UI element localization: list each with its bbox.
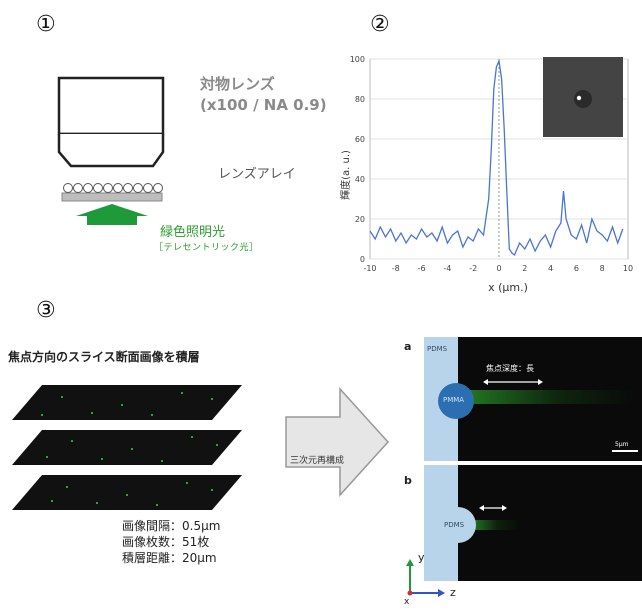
- x-tick-label: 0: [496, 264, 501, 273]
- axis-x-label: x: [404, 597, 410, 607]
- objective-lens-body: [57, 76, 165, 136]
- focal-streak-a: [464, 390, 634, 404]
- focus-depth-arrow-long: [483, 379, 543, 385]
- y-tick-label: 20: [355, 215, 365, 224]
- focus-depth-arrow-short: [479, 505, 507, 511]
- panel-b-image: PDMS: [424, 465, 642, 581]
- y-tick-label: 100: [350, 55, 365, 64]
- x-tick-label: 8: [600, 264, 605, 273]
- axis-z-label: z: [450, 586, 456, 599]
- pdms-label-a: PDMS: [427, 345, 448, 353]
- y-tick-label: 80: [355, 95, 365, 104]
- slice-image-2: [12, 430, 242, 465]
- reconstruction-label: 三次元再構成: [290, 456, 345, 466]
- lens-array: [61, 183, 163, 202]
- axis-y-label: y: [418, 551, 425, 564]
- y-tick-label: 40: [355, 175, 365, 184]
- objective-label-line2: (x100 / NA 0.9): [200, 96, 327, 114]
- x-tick-label: -8: [392, 264, 400, 273]
- axis-indicator: [406, 559, 445, 597]
- scale-bar: [612, 450, 638, 452]
- intensity-profile-chart: 0 20 40 60 80 100 -10 -8 -6 -4 -2 0 2 4 6 8 10 x (µm.) 輝…: [340, 55, 633, 294]
- panel-a-image: PDMS PMMA 焦点深度：長 5µm: [424, 337, 642, 461]
- section-number-1: ①: [36, 12, 56, 37]
- pmma-label: PMMA: [443, 396, 465, 404]
- y-tick-label: 0: [360, 255, 365, 264]
- inset-spot-image: [543, 57, 623, 137]
- panel-a-letter: a: [404, 340, 412, 353]
- x-tick-label: -10: [363, 264, 376, 273]
- x-tick-label: -6: [418, 264, 426, 273]
- illumination-sublabel: ［テレセントリック光］: [154, 243, 259, 253]
- section-number-2: ②: [370, 12, 390, 37]
- stack-heading: 焦点方向のスライス断面画像を積層: [8, 350, 200, 364]
- intensity-series-line: [369, 58, 624, 257]
- slice-image-1: [12, 385, 242, 420]
- panel-b-letter: b: [404, 474, 412, 487]
- objective-lens-tip: [57, 134, 165, 168]
- param-distance: 積層距離：20µm: [122, 551, 217, 565]
- lens-array-label: レンズアレイ: [218, 167, 296, 182]
- pdms-bead: [440, 507, 476, 543]
- y-tick-label: 60: [355, 135, 365, 144]
- x-tick-label: -2: [469, 264, 477, 273]
- x-tick-label: 6: [574, 264, 579, 273]
- objective-lens-diagram: [57, 76, 165, 225]
- pdms-bead-label: PDMS: [444, 521, 465, 529]
- chart-y-axis-label: 輝度(a. u.): [340, 150, 352, 200]
- focal-streak-b: [462, 520, 520, 530]
- illumination-arrow: [76, 204, 148, 225]
- x-tick-label: 2: [522, 264, 527, 273]
- objective-label-line1: 対物レンズ: [200, 75, 275, 93]
- slice-stack-diagram: [12, 385, 242, 510]
- focus-depth-label: 焦点深度：長: [486, 364, 534, 373]
- param-count: 画像枚数：51枚: [122, 535, 210, 549]
- param-interval: 画像間隔：0.5µm: [122, 519, 221, 533]
- illumination-label: 緑色照明光: [160, 225, 226, 240]
- pmma-bead: [438, 383, 474, 419]
- chart-axes: 0 20 40 60 80 100 -10 -8 -6 -4 -2 0 2 4 6 8 10: [350, 55, 633, 273]
- reconstruction-arrow: [285, 387, 390, 497]
- chart-x-axis-label: x (µm.): [488, 281, 528, 294]
- x-tick-label: 4: [548, 264, 553, 273]
- x-tick-label: 10: [623, 264, 633, 273]
- x-tick-label: -4: [443, 264, 451, 273]
- section-number-3: ③: [36, 298, 56, 323]
- slice-image-3: [12, 475, 242, 510]
- scale-bar-label: 5µm: [615, 441, 629, 448]
